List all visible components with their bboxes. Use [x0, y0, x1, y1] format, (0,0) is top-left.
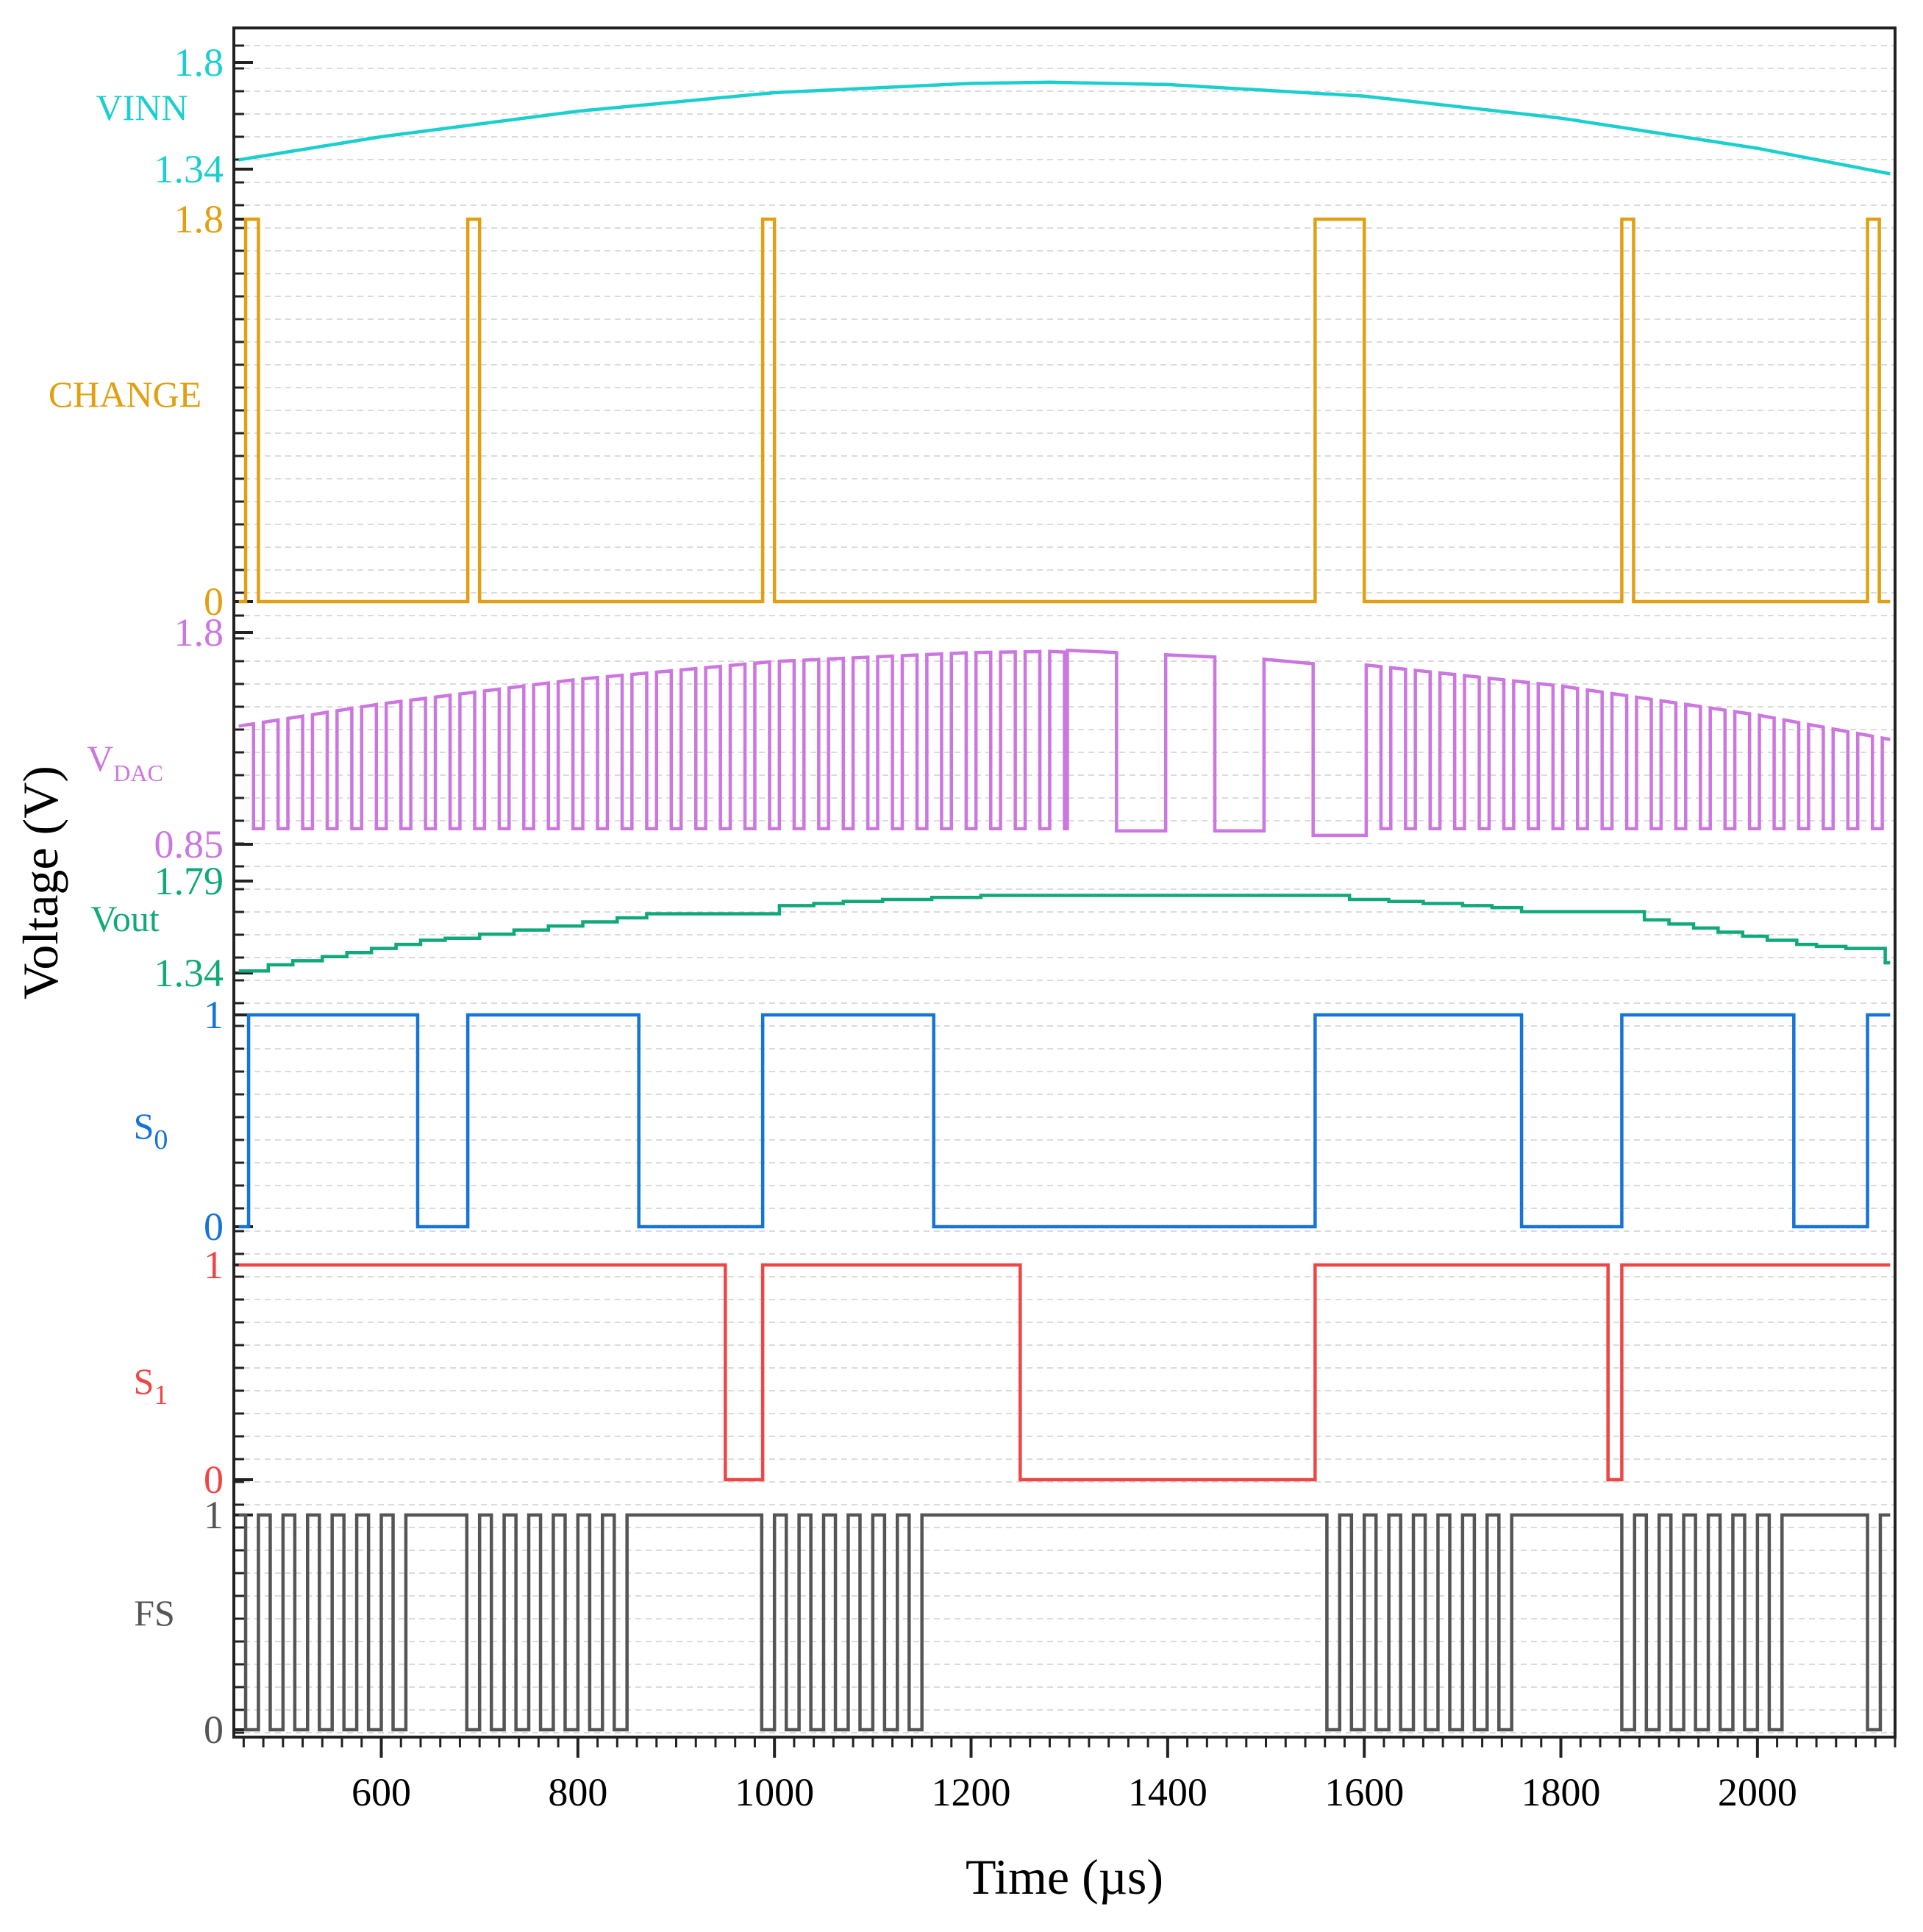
y-tick-label-vdac: 1.8 [174, 610, 224, 655]
x-tick-label: 600 [352, 1770, 411, 1814]
signal-label-change: CHANGE [49, 374, 201, 415]
y-tick-label-fs: 1 [204, 1493, 224, 1537]
x-tick-label: 1000 [735, 1770, 814, 1814]
y-tick-label-vdac: 0.85 [154, 822, 224, 866]
signal-trace-fs [238, 1513, 1891, 1732]
y-tick-label-change: 0 [204, 580, 224, 624]
y-axis-title: Voltage (V) [13, 766, 68, 999]
y-tick-label-s0: 1 [204, 993, 224, 1037]
y-tick-label-change: 1.8 [174, 197, 224, 241]
signal-label-vinn: VINN [96, 87, 188, 128]
x-axis-title: Time (µs) [966, 1849, 1163, 1905]
plot-frame [232, 26, 1897, 1739]
signal-trace-change [238, 217, 1891, 604]
y-tick-label-s1: 0 [204, 1458, 224, 1502]
signal-label-s1: S1 [134, 1361, 168, 1411]
x-tick-label: 1600 [1324, 1770, 1404, 1814]
y-tick-label-s0: 0 [204, 1205, 224, 1249]
signal-trace-vinn [238, 80, 1891, 176]
y-tick-label-vinn: 1.8 [174, 40, 224, 85]
signal-label-s0: S0 [134, 1105, 168, 1155]
x-tick-label: 1200 [932, 1770, 1011, 1814]
x-tick-label: 800 [548, 1770, 607, 1814]
signal-trace-s1 [238, 1263, 1891, 1482]
signal-label-vout: Vout [90, 898, 160, 939]
y-tick-label-s1: 1 [204, 1243, 224, 1287]
signal-trace-vdac [238, 648, 1891, 838]
signal-trace-s0 [238, 1013, 1891, 1229]
x-tick-label: 1800 [1521, 1770, 1601, 1814]
signal-label-vdac: VDAC [87, 738, 163, 786]
y-tick-label-fs: 0 [204, 1708, 224, 1752]
y-tick-label-vout: 1.34 [154, 951, 224, 995]
signal-trace-vout [238, 894, 1891, 973]
x-tick-label: 2000 [1718, 1770, 1797, 1814]
y-tick-label-vinn: 1.34 [154, 147, 224, 191]
x-tick-label: 1400 [1128, 1770, 1207, 1814]
signal-label-fs: FS [134, 1592, 175, 1633]
y-tick-label-vout: 1.79 [154, 859, 224, 903]
